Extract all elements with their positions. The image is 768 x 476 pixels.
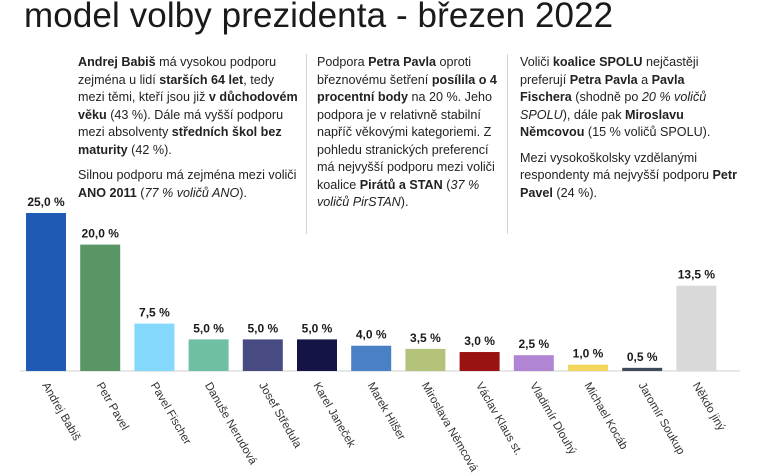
note-text: ( xyxy=(136,185,145,200)
note-text: má vysokou podporu zejména u lidí xyxy=(78,55,277,87)
bar-value-label: 5,0 % xyxy=(302,321,333,335)
note-pavel: Podpora Petra Pavla oproti březnovému še… xyxy=(306,54,508,234)
note-text: (24 %). xyxy=(552,185,598,200)
note-bold-text: ANO 2011 xyxy=(78,185,137,200)
bar-value-label: 20,0 % xyxy=(82,227,120,241)
note-text: Voliči xyxy=(520,55,553,69)
page-title: model volby prezidenta - březen 2022 xyxy=(24,0,614,35)
category-label: Vladimír Dlouhý xyxy=(527,381,578,458)
bar-value-label: 13,5 % xyxy=(678,268,716,282)
note-italic-text: 20 % voličů SPOLU xyxy=(520,90,707,122)
category-label: Pavel Fischer xyxy=(148,381,193,447)
note-bold-text: posílila o 4 procentní body xyxy=(317,72,497,105)
category-label: Andrej Babiš xyxy=(39,381,82,444)
category-label: Václav Klaus st. xyxy=(473,381,524,458)
bar-value-label: 0,5 % xyxy=(627,350,658,364)
bar xyxy=(351,345,392,371)
bar-value-label: 7,5 % xyxy=(139,306,170,320)
note-bold-text: Andrej Babiš xyxy=(78,55,156,69)
bar xyxy=(405,348,446,371)
note-bold-text: Petra Pavla xyxy=(368,55,437,69)
note-text: ). xyxy=(400,195,409,209)
note-bold-text: v důchodovém věku xyxy=(78,90,298,122)
category-label: Danuše Nerudová xyxy=(202,381,259,468)
note-paragraph: Andrej Babiš má vysokou podporu zejména … xyxy=(78,54,304,159)
category-label: Miroslava Němcová xyxy=(419,381,480,475)
note-text: (43 %). Dále má vyšší podporu mezi absol… xyxy=(78,107,284,140)
bar xyxy=(134,323,175,371)
bar xyxy=(80,244,121,371)
category-label: Michael Kocáb xyxy=(581,381,629,452)
note-text: Mezi vysokoškolsky vzdělanými respondent… xyxy=(520,150,713,183)
category-label: Josef Středula xyxy=(256,381,303,451)
bar-value-label: 4,0 % xyxy=(356,328,387,342)
note-text: Podpora xyxy=(317,55,369,69)
note-bold-text: koalice SPOLU xyxy=(552,55,643,69)
bar-value-label: 1,0 % xyxy=(573,347,604,361)
note-paragraph: Podpora Petra Pavla oproti březnovému še… xyxy=(317,54,503,212)
note-spolu: Voliči koalice SPOLU nejčastěji preferuj… xyxy=(510,54,738,210)
bar xyxy=(568,364,608,371)
note-text: (15 % voličů SPOLU). xyxy=(584,125,711,139)
note-text: na 20 %. Jeho podpora je v relativně sta… xyxy=(317,90,495,192)
bar-value-label: 2,5 % xyxy=(518,337,549,351)
note-text: , tedy mezi těmi, kteří jsou již xyxy=(78,72,275,105)
note-text: ). xyxy=(239,185,247,200)
bar xyxy=(188,339,229,371)
category-label: Karel Janeček xyxy=(310,381,357,450)
bar xyxy=(622,367,663,371)
note-paragraph: Silnou podporu má zejména mezi voliči AN… xyxy=(78,167,304,202)
note-bold-text: Petra Pavla xyxy=(569,72,638,87)
bar xyxy=(242,339,283,371)
note-text: (42 %). xyxy=(127,142,172,157)
note-italic-text: 37 % voličů PirSTAN xyxy=(317,177,480,210)
bar xyxy=(26,213,66,371)
note-bold-text: Petr Pavel xyxy=(520,168,738,200)
note-paragraph: Mezi vysokoškolsky vzdělanými respondent… xyxy=(520,150,738,203)
note-bold-text: Miroslavu Němcovou xyxy=(520,107,684,140)
bar-value-label: 3,0 % xyxy=(464,334,495,348)
note-bold-text: středních škol bez maturity xyxy=(78,125,282,157)
note-text: ( xyxy=(442,177,451,192)
note-bold-text: Pirátů a STAN xyxy=(359,177,443,192)
bar-value-label: 3,5 % xyxy=(410,331,441,345)
category-label: Někdo jiný xyxy=(690,381,727,434)
note-text: oproti březnovému šetření xyxy=(317,55,472,87)
bar xyxy=(676,285,717,371)
note-text: Silnou podporu má zejména mezi voliči xyxy=(78,168,297,182)
bar xyxy=(513,355,554,371)
bar xyxy=(459,352,500,371)
note-text: nejčastěji preferují xyxy=(520,55,699,87)
note-bold-text: starších 64 let xyxy=(159,72,244,87)
note-bold-text: Pavla Fischera xyxy=(520,72,685,105)
category-label: Marek Hilšer xyxy=(365,381,408,443)
note-text: a xyxy=(637,72,652,87)
bar-value-label: 5,0 % xyxy=(193,321,224,335)
note-text: ), dále pak xyxy=(562,107,626,122)
note-babis: Andrej Babiš má vysokou podporu zejména … xyxy=(78,54,304,210)
note-italic-text: 77 % voličů ANO xyxy=(144,185,240,200)
bar xyxy=(297,339,337,371)
bar-value-label: 25,0 % xyxy=(27,195,65,209)
note-text: (shodně po xyxy=(571,90,642,104)
category-label: Jaromír Soukup xyxy=(636,381,687,457)
note-paragraph: Voliči koalice SPOLU nejčastěji preferuj… xyxy=(520,54,738,142)
bar-value-label: 5,0 % xyxy=(247,321,278,335)
category-label: Petr Pavel xyxy=(94,381,131,433)
